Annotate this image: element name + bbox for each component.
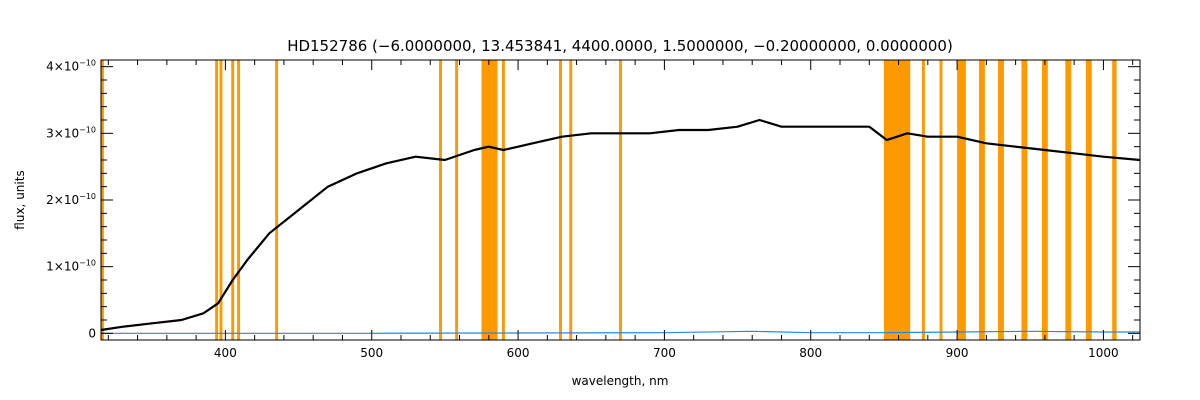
masked-region-16 [957, 60, 966, 340]
masked-region-8 [481, 60, 498, 340]
masked-region-10 [559, 60, 562, 340]
y-tick-label-2: 2×10−10 [46, 192, 96, 207]
masked-region-23 [1112, 60, 1117, 340]
masked-region-21 [1065, 60, 1072, 340]
x-tick-label-800: 800 [799, 346, 822, 360]
flux-series-line [100, 118, 1141, 332]
axis-ticks-group: 400 500 600 700 800 900 1000 0 1×10−10 2×10−10 3×1… [46, 59, 1140, 360]
masked-region-3 [231, 60, 235, 340]
masked-region-5 [275, 60, 279, 340]
masked-region-4 [237, 60, 241, 340]
masked-region-22 [1085, 60, 1092, 340]
x-tick-label-500: 500 [360, 346, 383, 360]
y-axis-label: flux, units [13, 170, 27, 229]
masked-region-1 [215, 60, 219, 340]
masked-region-15 [939, 60, 943, 340]
masked-region-19 [1021, 60, 1028, 340]
masked-region-2 [219, 60, 223, 340]
masked-regions-group [101, 60, 1117, 340]
y-tick-label-3: 3×10−10 [46, 125, 96, 140]
flux-series-group [100, 118, 1141, 332]
masked-region-18 [998, 60, 1004, 340]
x-axis-label: wavelength, nm [572, 374, 669, 388]
masked-region-13 [883, 60, 911, 340]
chart-title: HD152786 (−6.0000000, 13.453841, 4400.00… [287, 37, 953, 55]
x-tick-label-1000: 1000 [1088, 346, 1119, 360]
x-tick-label-600: 600 [507, 346, 530, 360]
x-tick-label-400: 400 [214, 346, 237, 360]
masked-region-14 [921, 60, 925, 340]
y-tick-label-1: 1×10−10 [46, 259, 96, 274]
masked-region-20 [1041, 60, 1048, 340]
masked-region-9 [501, 60, 505, 340]
y-tick-label-0: 0 [88, 326, 96, 340]
masked-region-11 [569, 60, 573, 340]
x-tick-label-900: 900 [946, 346, 969, 360]
masked-region-17 [979, 60, 985, 340]
masked-region-7 [455, 60, 459, 340]
masked-region-12 [619, 60, 622, 340]
masked-region-6 [439, 60, 442, 340]
y-tick-label-4: 4×10−10 [46, 59, 96, 74]
x-tick-label-700: 700 [653, 346, 676, 360]
